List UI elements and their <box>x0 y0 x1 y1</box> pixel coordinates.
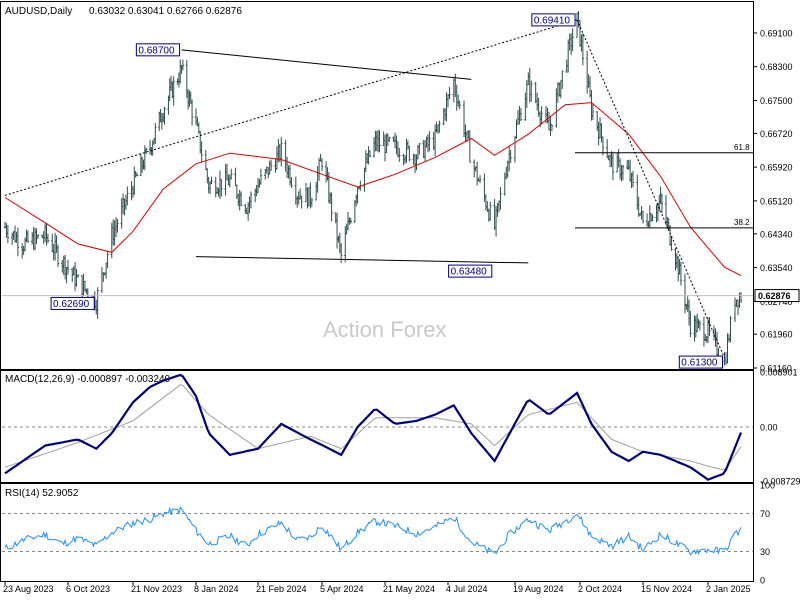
current-price-label: 0.62876 <box>758 291 791 301</box>
date-tick-label: 6 Oct 2023 <box>66 584 110 594</box>
price-tick-label: 0.63540 <box>760 263 793 273</box>
macd-line <box>4 373 743 481</box>
date-tick-label: 23 Aug 2023 <box>3 584 54 594</box>
price-annotations: 0.68700 0.69410 0.62690 0.63480 0.61300 61.8 3… <box>4 13 753 369</box>
price-tick-label: 0.61160 <box>760 364 792 374</box>
rsi-tick-label: 0 <box>760 576 765 586</box>
rsi-panel-frame <box>0 483 754 582</box>
price-label: 0.61300 <box>681 358 718 369</box>
price-tick-label: 0.65920 <box>760 163 793 173</box>
price-label-box <box>448 264 493 278</box>
macd-tick-label: -0.008729 <box>760 477 800 487</box>
price-label-box <box>678 355 723 369</box>
price-label-box <box>50 296 95 310</box>
date-tick-label: 8 Jan 2024 <box>194 584 239 594</box>
date-tick-label: 2 Jan 2025 <box>706 584 751 594</box>
rsi-tick-label: 70 <box>760 509 770 519</box>
date-tick-label: 15 Nov 2024 <box>641 584 692 594</box>
trendline <box>576 19 725 359</box>
rsi-tick-label: 100 <box>760 481 775 491</box>
date-tick-label: 21 Feb 2024 <box>256 584 307 594</box>
price-label: 0.68700 <box>138 45 175 56</box>
price-tick-label: 0.61960 <box>760 330 793 340</box>
date-tick-label: 19 Aug 2024 <box>513 584 564 594</box>
macd-tick-label: 0.00 <box>760 423 778 433</box>
price-tick-label: 0.67500 <box>760 96 793 106</box>
watermark: Action Forex <box>323 317 447 342</box>
ohlc-readout: 0.63032 0.63041 0.62766 0.62876 <box>89 6 242 17</box>
trendline <box>181 49 472 80</box>
macd-tick-label: 0.008901 <box>760 368 798 378</box>
macd-panel-frame <box>0 370 754 483</box>
price-label: 0.63480 <box>451 267 488 278</box>
price-tick-label: 0.68300 <box>760 62 793 72</box>
price-label-box <box>531 13 576 27</box>
date-tick-label: 21 Nov 2023 <box>131 584 182 594</box>
macd-title: MACD(12,26,9) -0.000897 -0.003240 <box>5 374 171 385</box>
price-label-box <box>135 43 181 57</box>
rsi-series <box>2 506 753 556</box>
fib-level-label: 38.2 <box>734 218 750 227</box>
date-tick-label: 5 Apr 2024 <box>320 584 364 594</box>
price-panel-frame <box>0 1 754 370</box>
price-label: 0.69410 <box>534 15 571 26</box>
moving-average-line <box>4 102 742 277</box>
current-price-box <box>754 289 800 303</box>
price-tick-label: 0.66720 <box>760 129 793 139</box>
rsi-tick-label: 30 <box>760 547 770 557</box>
date-tick-label: 21 May 2024 <box>383 584 435 594</box>
price-label: 0.62690 <box>53 299 90 310</box>
symbol-label: AUDUSD,Daily <box>5 6 72 17</box>
axis-labels: 0.69100 0.68300 0.67500 0.66720 0.65920 0.651… <box>2 28 800 594</box>
price-tick-label: 0.65120 <box>760 196 793 206</box>
price-tick-label: 0.64340 <box>760 229 793 239</box>
macd-series <box>2 373 753 481</box>
date-tick-label: 2 Oct 2024 <box>578 584 622 594</box>
rsi-line <box>4 506 742 556</box>
panel-frames <box>0 1 754 582</box>
trendline <box>195 256 529 264</box>
macd-signal-line <box>4 384 742 471</box>
rsi-title: RSI(14) 52.9052 <box>5 488 79 499</box>
price-tick-label: 0.69100 <box>760 28 793 38</box>
date-tick-label: 4 Jul 2024 <box>446 584 488 594</box>
fib-level-label: 61.8 <box>734 143 750 152</box>
